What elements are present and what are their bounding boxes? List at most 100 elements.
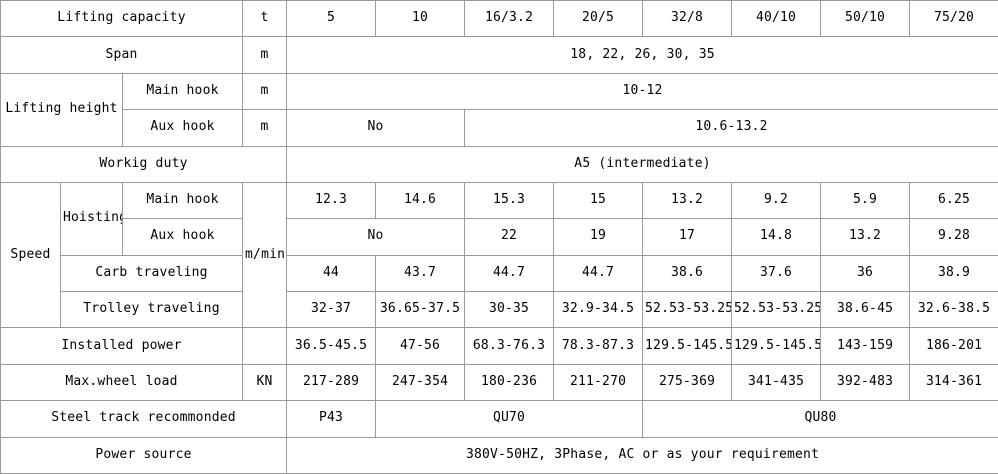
lifting-capacity-label: Lifting capacity (0, 0, 244, 38)
installed-power-col-5: 129.5-145.5 (642, 327, 733, 365)
speed-label: Speed (0, 181, 61, 329)
capacity-col-1: 5 (286, 0, 377, 38)
speed-aux-hook-col-5: 17 (642, 218, 733, 256)
speed-aux-hook-col-4: 19 (553, 218, 644, 256)
speed-main-hook-col-8: 6.25 (909, 181, 998, 220)
lifting-height-label: Lifting height (0, 72, 123, 147)
row-lifting-height-aux-hook: Aux hook m No 10.6-13.2 (1, 109, 998, 147)
capacity-col-3: 16/3.2 (464, 0, 555, 38)
trolley-traveling-label: Trolley traveling (59, 290, 244, 329)
capacity-col-7: 50/10 (820, 0, 911, 38)
installed-power-col-1: 36.5-45.5 (286, 327, 377, 365)
speed-main-hook-col-3: 15.3 (464, 181, 555, 220)
row-speed-trolley-traveling: Trolley traveling 32-37 36.65-37.5 30-35… (1, 290, 998, 329)
carb-traveling-col-5: 38.6 (642, 254, 733, 293)
trolley-traveling-col-3: 30-35 (464, 290, 555, 329)
row-speed-carb-traveling: Carb traveling 44 43.7 44.7 44.7 38.6 37… (1, 254, 998, 293)
lifting-height-aux-hook-label: Aux hook (121, 109, 244, 147)
row-installed-power: Installed power 36.5-45.5 47-56 68.3-76.… (0, 327, 998, 365)
power-source-label: Power source (0, 436, 288, 474)
steel-track-value-3: QU80 (642, 400, 998, 438)
trolley-traveling-col-1: 32-37 (286, 290, 377, 329)
row-power-source: Power source 380V-50HZ, 3Phase, AC or as… (0, 436, 998, 474)
installed-power-col-6: 129.5-145.5 (731, 327, 822, 365)
lifting-height-main-hook-label: Main hook (121, 72, 244, 111)
row-span: Span m 18, 22, 26, 30, 35 (0, 36, 998, 74)
speed-aux-hook-col-6: 14.8 (731, 218, 822, 256)
lifting-height-aux-hook-unit: m (242, 109, 288, 147)
speed-main-hook-col-2: 14.6 (375, 181, 466, 220)
installed-power-col-8: 186-201 (909, 327, 998, 365)
trolley-traveling-col-8: 32.6-38.5 (909, 290, 998, 329)
carb-traveling-col-2: 43.7 (375, 254, 466, 293)
lifting-height-aux-hook-range: 10.6-13.2 (464, 109, 998, 147)
installed-power-col-7: 143-159 (820, 327, 911, 365)
row-lifting-capacity: Lifting capacity t 5 10 16/3.2 20/5 32/8… (0, 0, 998, 38)
speed-main-hook-col-6: 9.2 (731, 181, 822, 220)
row-working-duty: Workig duty A5 (intermediate) (0, 145, 998, 183)
capacity-col-8: 75/20 (909, 0, 998, 38)
installed-power-col-3: 68.3-76.3 (464, 327, 555, 365)
row-speed-hoisting-main-hook: Speed Hoisting Main hook m/min 12.3 14.6… (0, 181, 998, 329)
max-wheel-load-col-2: 247-354 (375, 363, 466, 402)
power-source-value: 380V-50HZ, 3Phase, AC or as your require… (286, 436, 998, 474)
span-value: 18, 22, 26, 30, 35 (286, 36, 998, 74)
carb-traveling-col-8: 38.9 (909, 254, 998, 293)
speed-aux-hook-none: No (286, 218, 466, 256)
working-duty-label: Workig duty (0, 145, 288, 183)
trolley-traveling-col-7: 38.6-45 (820, 290, 911, 329)
steel-track-label: Steel track recommonded (0, 400, 288, 438)
span-label: Span (0, 36, 244, 74)
carb-traveling-col-4: 44.7 (553, 254, 644, 293)
max-wheel-load-col-5: 275-369 (642, 363, 733, 402)
speed-main-hook-col-1: 12.3 (286, 181, 377, 220)
carb-traveling-col-7: 36 (820, 254, 911, 293)
steel-track-value-2: QU70 (375, 400, 644, 438)
lifting-height-main-hook-unit: m (242, 72, 288, 111)
max-wheel-load-label: Max.wheel load (0, 363, 244, 402)
max-wheel-load-col-4: 211-270 (553, 363, 644, 402)
capacity-col-6: 40/10 (731, 0, 822, 38)
trolley-traveling-col-4: 32.9-34.5 (553, 290, 644, 329)
max-wheel-load-col-7: 392-483 (820, 363, 911, 402)
speed-main-hook-col-7: 5.9 (820, 181, 911, 220)
trolley-traveling-col-2: 36.65-37.5 (375, 290, 466, 329)
max-wheel-load-col-3: 180-236 (464, 363, 555, 402)
capacity-col-5: 32/8 (642, 0, 733, 38)
speed-main-hook-col-5: 13.2 (642, 181, 733, 220)
lifting-height-main-hook-value: 10-12 (286, 72, 998, 111)
speed-aux-hook-col-3: 22 (464, 218, 555, 256)
capacity-col-2: 10 (375, 0, 466, 38)
max-wheel-load-col-1: 217-289 (286, 363, 377, 402)
max-wheel-load-unit: KN (242, 363, 288, 402)
installed-power-col-4: 78.3-87.3 (553, 327, 644, 365)
installed-power-col-2: 47-56 (375, 327, 466, 365)
row-lifting-height-main-hook: Lifting height Main hook m 10-12 (0, 72, 998, 147)
working-duty-value: A5 (intermediate) (286, 145, 998, 183)
max-wheel-load-col-6: 341-435 (731, 363, 822, 402)
span-unit: m (242, 36, 288, 74)
row-max-wheel-load: Max.wheel load KN 217-289 247-354 180-23… (0, 363, 998, 402)
lifting-height-aux-hook-none: No (286, 109, 466, 147)
installed-power-unit (242, 327, 288, 365)
lifting-capacity-unit: t (242, 0, 288, 38)
installed-power-label: Installed power (0, 327, 244, 365)
max-wheel-load-col-8: 314-361 (909, 363, 998, 402)
trolley-traveling-col-5: 52.53-53.25 (642, 290, 733, 329)
carb-traveling-label: Carb traveling (59, 254, 244, 293)
trolley-traveling-col-6: 52.53-53.25 (731, 290, 822, 329)
speed-aux-hook-col-8: 9.28 (909, 218, 998, 256)
carb-traveling-col-1: 44 (286, 254, 377, 293)
speed-unit: m/min (242, 181, 288, 329)
steel-track-value-1: P43 (286, 400, 377, 438)
speed-aux-hook-label: Aux hook (121, 218, 244, 256)
capacity-col-4: 20/5 (553, 0, 644, 38)
speed-hoisting-main-hook-label: Main hook (121, 181, 244, 220)
row-steel-track: Steel track recommonded P43 QU70 QU80 (0, 400, 998, 438)
speed-main-hook-col-4: 15 (553, 181, 644, 220)
speed-aux-hook-col-7: 13.2 (820, 218, 911, 256)
carb-traveling-col-3: 44.7 (464, 254, 555, 293)
row-speed-hoisting-aux-hook: Aux hook No 22 19 17 14.8 13.2 9.28 (1, 218, 998, 256)
hoisting-label: Hoisting (60, 181, 123, 256)
